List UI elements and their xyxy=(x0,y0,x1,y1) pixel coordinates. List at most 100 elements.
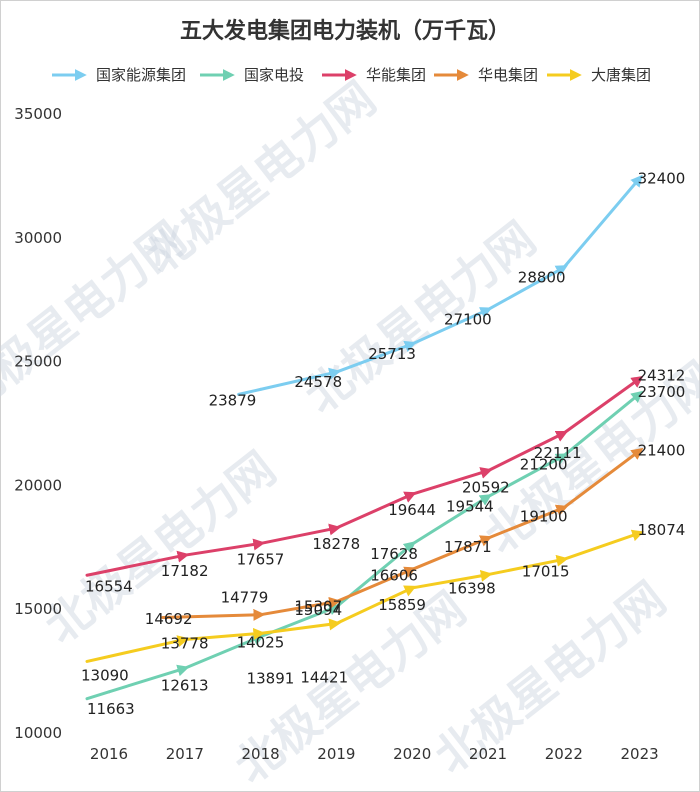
legend-item[interactable]: 国家电投 xyxy=(200,66,304,84)
data-label: 19544 xyxy=(446,498,494,516)
series-segment xyxy=(486,554,569,577)
data-label: 17657 xyxy=(237,550,285,568)
data-label: 11663 xyxy=(87,700,135,718)
x-tick-label: 2019 xyxy=(317,745,355,763)
series-segment xyxy=(486,504,569,540)
x-tick-label: 2016 xyxy=(90,745,128,763)
data-label: 12613 xyxy=(161,676,209,694)
data-label: 32400 xyxy=(638,169,686,187)
series-segment xyxy=(107,664,190,694)
data-label: 19644 xyxy=(388,501,436,519)
data-label: 25713 xyxy=(368,345,416,363)
series-segment xyxy=(562,174,643,270)
series-layer xyxy=(85,174,645,701)
data-label: 17182 xyxy=(161,562,209,580)
data-label: 16398 xyxy=(448,580,496,598)
data-label: 17628 xyxy=(370,545,418,563)
x-tick-label: 2022 xyxy=(545,745,583,763)
series-segment xyxy=(85,654,111,663)
watermark-text: 北极星电力网 xyxy=(295,211,546,423)
data-label: 17871 xyxy=(444,538,492,556)
data-label: 17015 xyxy=(522,562,570,580)
data-label: 14421 xyxy=(300,669,348,687)
data-label: 21200 xyxy=(520,456,568,474)
series-segment xyxy=(410,569,493,590)
legend-label: 华能集团 xyxy=(366,66,426,84)
data-label: 14692 xyxy=(145,610,193,628)
legend-item[interactable]: 华能集团 xyxy=(322,66,426,84)
data-label: 24312 xyxy=(638,367,686,385)
data-label: 16606 xyxy=(370,566,418,584)
x-tick-label: 2018 xyxy=(242,745,280,763)
series-segment xyxy=(161,615,187,619)
legend-label: 国家能源集团 xyxy=(96,66,186,84)
data-label: 18278 xyxy=(312,535,360,553)
series-segment xyxy=(562,529,645,561)
data-label: 23700 xyxy=(638,383,686,401)
y-axis: 10000 15000 20000 25000 30000 35000 xyxy=(14,105,62,742)
legend-label: 国家电投 xyxy=(244,66,304,84)
y-tick-label: 15000 xyxy=(14,600,62,618)
series-segment xyxy=(85,690,111,701)
data-labels: 23879 24578 25713 27100 28800 32400 11663 12613… xyxy=(81,169,685,717)
data-label: 20592 xyxy=(462,479,510,497)
legend-item[interactable]: 华电集团 xyxy=(434,66,538,84)
legend-item[interactable]: 大唐集团 xyxy=(547,66,651,84)
data-label: 14779 xyxy=(221,589,269,607)
data-label: 22111 xyxy=(534,444,582,462)
series-segment xyxy=(410,307,493,346)
series-segment xyxy=(486,453,569,499)
data-label: 13891 xyxy=(247,670,295,688)
series-segment xyxy=(334,585,417,626)
series-segment xyxy=(562,447,644,510)
data-label: 21400 xyxy=(638,442,686,460)
series-segment xyxy=(486,430,569,473)
series-line xyxy=(85,529,645,663)
series-segment xyxy=(237,387,263,396)
y-tick-label: 35000 xyxy=(14,105,62,123)
data-label: 18074 xyxy=(638,521,686,539)
legend-label: 大唐集团 xyxy=(591,66,651,84)
series-segment xyxy=(410,467,493,496)
series-line xyxy=(161,447,644,621)
legend-item[interactable]: 国家能源集团 xyxy=(52,66,186,84)
series-segment xyxy=(183,538,266,557)
y-tick-label: 20000 xyxy=(14,476,62,494)
data-label: 23879 xyxy=(209,391,257,409)
series-segment xyxy=(259,596,342,617)
x-axis: 2016 2017 2018 2019 2020 2021 2022 2023 xyxy=(90,745,659,763)
series-line xyxy=(237,174,643,396)
series-segment xyxy=(107,635,190,658)
series-segment xyxy=(183,627,266,641)
data-label: 28800 xyxy=(518,269,566,287)
data-label: 24578 xyxy=(294,373,342,391)
y-tick-label: 25000 xyxy=(14,353,62,371)
legend-label: 华电集团 xyxy=(478,66,538,84)
data-label: 13090 xyxy=(81,666,129,684)
data-label: 14025 xyxy=(237,633,285,651)
series-segment xyxy=(334,566,417,604)
series-segment xyxy=(259,523,342,545)
legend[interactable]: 国家能源集团 国家电投 华能集团 华电集团 大唐集团 xyxy=(52,66,651,84)
series-segment xyxy=(562,390,644,458)
y-tick-label: 30000 xyxy=(14,229,62,247)
series-segment xyxy=(410,535,493,571)
series-segment xyxy=(334,491,417,530)
x-tick-label: 2023 xyxy=(621,745,659,763)
series-segment xyxy=(183,608,266,621)
series-segment xyxy=(486,265,568,312)
series-segment xyxy=(85,569,111,577)
data-label: 15859 xyxy=(378,596,426,614)
series-segment xyxy=(410,494,493,546)
data-label: 19100 xyxy=(520,508,568,526)
series-segment xyxy=(334,340,417,374)
x-tick-label: 2020 xyxy=(393,745,431,763)
series-line xyxy=(85,375,644,577)
x-tick-label: 2021 xyxy=(469,745,507,763)
series-segment xyxy=(183,633,266,670)
data-label: 15094 xyxy=(294,601,342,619)
y-tick-label: 10000 xyxy=(14,724,62,742)
data-label: 16554 xyxy=(85,578,133,596)
